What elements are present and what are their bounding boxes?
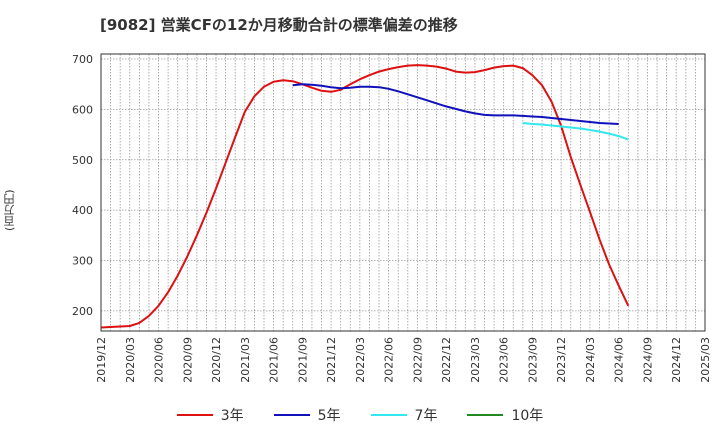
legend-swatch (273, 414, 310, 416)
legend-swatch (370, 414, 407, 416)
x-tick-label: 2023/12 (555, 337, 568, 383)
legend-label: 7年 (414, 408, 438, 424)
plot-area (101, 54, 705, 331)
x-tick-label: 2020/12 (210, 337, 223, 383)
x-tick-label: 2024/06 (613, 337, 626, 383)
x-tick-label: 2024/03 (584, 337, 597, 383)
legend-item: 10年 (467, 405, 543, 425)
series-line-3年 (100, 64, 630, 329)
x-tick-label: 2021/03 (239, 337, 252, 383)
x-tick-label: 2023/06 (498, 337, 511, 383)
legend-item: 5年 (273, 405, 341, 425)
x-tick-label: 2019/12 (95, 337, 108, 383)
legend-label: 3年 (220, 408, 244, 424)
y-tick-label: 400 (72, 204, 93, 217)
series-line-7年 (522, 122, 629, 141)
x-tick-label: 2023/09 (526, 337, 539, 383)
legend-label: 10年 (511, 408, 544, 424)
x-tick-label: 2022/12 (440, 337, 453, 383)
x-tick-label: 2024/09 (641, 337, 654, 383)
y-tick-label: 500 (72, 154, 93, 167)
x-tick-label: 2025/03 (699, 337, 712, 383)
line-chart: 200 300 400 500 600 700 2019/12 2020/03 2020/06 2… (72, 53, 712, 383)
x-tick-label: 2023/03 (469, 337, 482, 383)
legend-item: 3年 (176, 405, 244, 425)
legend-label: 5年 (317, 408, 341, 424)
plot-frame (100, 53, 706, 332)
x-tick-label: 2022/09 (411, 337, 424, 383)
legend-swatch (467, 414, 504, 416)
x-tick-label: 2020/06 (153, 337, 166, 383)
x-tick-label: 2022/06 (383, 337, 396, 383)
x-tick-label: 2020/09 (181, 337, 194, 383)
y-tick-label: 300 (72, 254, 93, 267)
chart-title: [9082] 営業CFの12か月移動合計の標準偏差の推移 (100, 16, 458, 34)
x-tick-label: 2021/09 (296, 337, 309, 383)
x-tick-label: 2021/12 (325, 337, 338, 383)
x-tick-label: 2021/06 (268, 337, 281, 383)
legend-swatch (176, 414, 213, 416)
x-tick-label: 2024/12 (670, 337, 683, 383)
x-tick-label: 2022/03 (354, 337, 367, 383)
legend-item: 7年 (370, 405, 438, 425)
y-tick-label: 600 (72, 103, 93, 116)
x-tick-label: 2020/03 (124, 337, 137, 383)
series-line-5年 (292, 83, 619, 125)
y-tick-label: 200 (72, 305, 93, 318)
legend: 3年 5年 7年 10年 (0, 402, 720, 428)
y-tick-label: 700 (72, 53, 93, 66)
